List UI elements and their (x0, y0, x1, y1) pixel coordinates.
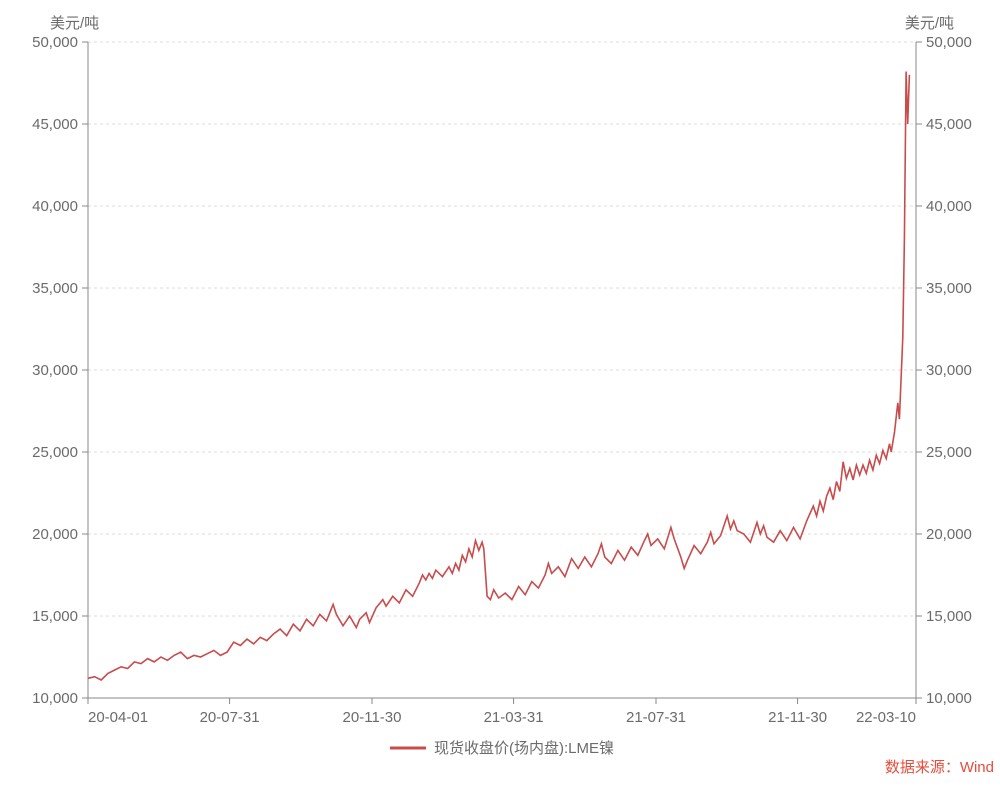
y-axis-title-right: 美元/吨 (905, 15, 954, 32)
y-tick-label-left: 50,000 (32, 34, 78, 51)
legend-label: 现货收盘价(场内盘):LME镍 (434, 739, 614, 757)
y-tick-label-right: 40,000 (926, 198, 972, 215)
y-tick-label-left: 30,000 (32, 362, 78, 379)
y-tick-label-left: 45,000 (32, 116, 78, 133)
y-tick-label-right: 20,000 (926, 526, 972, 543)
y-tick-label-left: 20,000 (32, 526, 78, 543)
y-tick-label-right: 25,000 (926, 444, 972, 461)
y-tick-label-right: 50,000 (926, 34, 972, 51)
y-tick-label-left: 35,000 (32, 280, 78, 297)
y-tick-label-right: 35,000 (926, 280, 972, 297)
series-line (88, 72, 909, 681)
y-axis-title-left: 美元/吨 (50, 15, 99, 32)
y-tick-label-right: 45,000 (926, 116, 972, 133)
x-tick-label: 21-07-31 (626, 709, 686, 726)
y-tick-label-left: 25,000 (32, 444, 78, 461)
x-tick-label: 21-03-31 (484, 709, 544, 726)
y-tick-label-right: 30,000 (926, 362, 972, 379)
y-tick-label-right: 15,000 (926, 608, 972, 625)
x-tick-label: 21-11-30 (768, 709, 827, 726)
y-tick-label-left: 15,000 (32, 608, 78, 625)
x-tick-label: 20-04-01 (88, 709, 148, 726)
y-tick-label-right: 10,000 (926, 690, 972, 707)
x-tick-label: 20-11-30 (343, 709, 402, 726)
chart-svg: 10,000 10,000 15,000 15,000 20,000 20,000 25,0… (0, 0, 1000, 787)
data-source: 数据来源：Wind (885, 759, 994, 776)
price-chart: 10,000 10,000 15,000 15,000 20,000 20,000 25,0… (0, 0, 1000, 787)
x-tick-label: 22-03-10 (856, 709, 916, 726)
y-tick-label-left: 40,000 (32, 198, 78, 215)
y-tick-label-left: 10,000 (32, 690, 78, 707)
x-tick-label: 20-07-31 (200, 709, 260, 726)
